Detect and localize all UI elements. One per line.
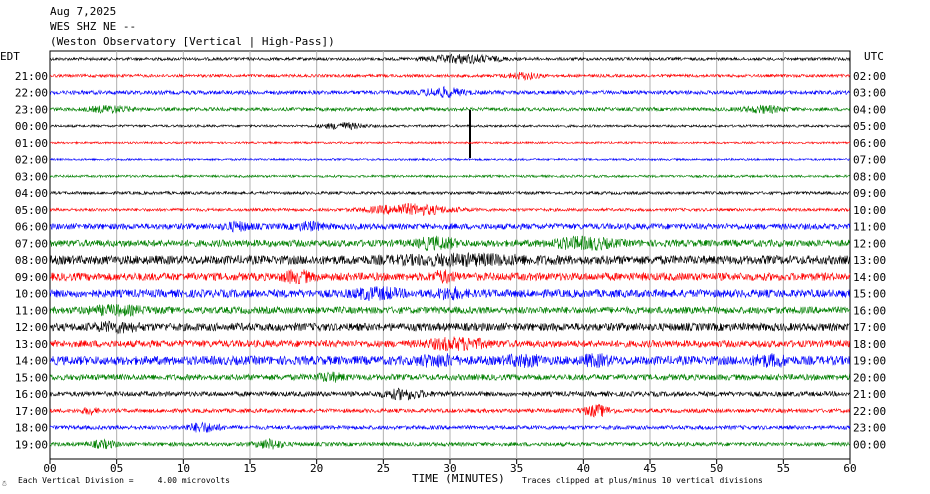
- trace-line: [49, 71, 851, 82]
- right-hour-label: 05:00: [853, 120, 886, 133]
- x-tick-label: 05: [110, 462, 123, 475]
- trace-line: [49, 269, 851, 285]
- left-hour-label: 01:00: [15, 137, 48, 150]
- left-hour-label: 11:00: [15, 304, 48, 317]
- trace-line: [49, 157, 851, 162]
- left-hour-label: 17:00: [15, 405, 48, 418]
- x-tick-label: 60: [843, 462, 856, 475]
- trace-line: [49, 286, 851, 302]
- right-hour-label: 09:00: [853, 187, 886, 200]
- left-hour-label: 04:00: [15, 187, 48, 200]
- vertical-grid: [116, 51, 784, 459]
- trace-line: [49, 437, 851, 450]
- right-hour-label: 18:00: [853, 338, 886, 351]
- left-hour-label: 10:00: [15, 288, 48, 301]
- left-hour-label: 07:00: [15, 237, 48, 250]
- left-hour-label: 21:00: [15, 70, 48, 83]
- trace-line: [49, 403, 851, 418]
- left-hour-label: 18:00: [15, 422, 48, 435]
- left-hour-label: 08:00: [15, 254, 48, 267]
- clip-note: Traces clipped at plus/minus 10 vertical…: [522, 476, 763, 485]
- trace-line: [49, 203, 851, 217]
- right-hour-label: 06:00: [853, 137, 886, 150]
- left-hour-label: 02:00: [15, 154, 48, 167]
- left-hour-label: 13:00: [15, 338, 48, 351]
- hour-labels: 21:00 22:00 23:00 00:00 01:00 02:00 03:00 04:00…: [15, 70, 886, 452]
- right-hour-label: 00:00: [853, 438, 886, 451]
- trace-line: [49, 104, 851, 114]
- left-hour-label: 23:00: [15, 103, 48, 116]
- left-hour-label: 22:00: [15, 87, 48, 100]
- left-hour-label: 14:00: [15, 355, 48, 368]
- header-station: WES SHZ NE --: [50, 20, 137, 33]
- header-date: Aug 7,2025: [50, 5, 117, 18]
- right-hour-label: 14:00: [853, 271, 886, 284]
- right-hour-label: 08:00: [853, 170, 886, 183]
- trace-line: [49, 371, 851, 383]
- header-description: (Weston Observatory [Vertical | High-Pas…: [50, 35, 335, 48]
- trace-line: [49, 251, 851, 268]
- right-hour-label: 07:00: [853, 154, 886, 167]
- x-tick-label: 50: [710, 462, 723, 475]
- x-tick-label: 15: [243, 462, 256, 475]
- x-tick-label: 25: [377, 462, 390, 475]
- seismic-traces: [49, 53, 851, 450]
- right-hour-label: 19:00: [853, 355, 886, 368]
- observatory-logo-icon: ☃: [2, 479, 7, 488]
- trace-line: [49, 173, 851, 179]
- left-hour-label: 06:00: [15, 221, 48, 234]
- trace-line: [49, 320, 851, 335]
- left-hour-label: 15:00: [15, 371, 48, 384]
- x-axis-ticks: 00 05 10 15 20 25 30 35 40 45 50 55 60: [43, 459, 857, 475]
- trace-line: [49, 85, 851, 99]
- x-tick-label: 20: [310, 462, 323, 475]
- trace-line: [49, 140, 851, 145]
- right-timezone-label: UTC: [864, 50, 884, 63]
- trace-line: [49, 353, 851, 369]
- right-hour-label: 02:00: [853, 70, 886, 83]
- right-hour-label: 11:00: [853, 221, 886, 234]
- x-tick-label: 00: [43, 462, 56, 475]
- right-hour-label: 15:00: [853, 288, 886, 301]
- right-hour-label: 23:00: [853, 422, 886, 435]
- x-axis-title: TIME (MINUTES): [412, 472, 505, 485]
- x-tick-label: 45: [643, 462, 656, 475]
- left-hour-label: 00:00: [15, 120, 48, 133]
- left-hour-label: 19:00: [15, 438, 48, 451]
- trace-line: [49, 53, 851, 65]
- right-hour-label: 21:00: [853, 388, 886, 401]
- trace-line: [49, 421, 851, 433]
- scale-note: Each Vertical Division = 4.00 microvolts: [18, 476, 230, 485]
- trace-line: [49, 304, 851, 317]
- right-hour-label: 22:00: [853, 405, 886, 418]
- left-timezone-label: EDT: [0, 50, 20, 63]
- right-hour-label: 16:00: [853, 304, 886, 317]
- left-hour-label: 16:00: [15, 388, 48, 401]
- left-hour-label: 03:00: [15, 170, 48, 183]
- trace-line: [49, 122, 851, 131]
- trace-line: [49, 235, 851, 252]
- right-hour-label: 04:00: [853, 103, 886, 116]
- x-tick-label: 35: [510, 462, 523, 475]
- x-tick-label: 55: [777, 462, 790, 475]
- trace-line: [49, 336, 851, 352]
- trace-line: [49, 220, 851, 233]
- right-hour-label: 17:00: [853, 321, 886, 334]
- right-hour-label: 10:00: [853, 204, 886, 217]
- x-tick-label: 30: [443, 462, 456, 475]
- right-hour-label: 03:00: [853, 87, 886, 100]
- left-hour-label: 05:00: [15, 204, 48, 217]
- left-hour-label: 09:00: [15, 271, 48, 284]
- x-tick-label: 10: [177, 462, 190, 475]
- right-hour-label: 20:00: [853, 371, 886, 384]
- left-hour-label: 12:00: [15, 321, 48, 334]
- trace-line: [49, 387, 851, 401]
- right-hour-label: 13:00: [853, 254, 886, 267]
- right-hour-label: 12:00: [853, 237, 886, 250]
- trace-line: [49, 190, 851, 196]
- x-tick-label: 40: [577, 462, 590, 475]
